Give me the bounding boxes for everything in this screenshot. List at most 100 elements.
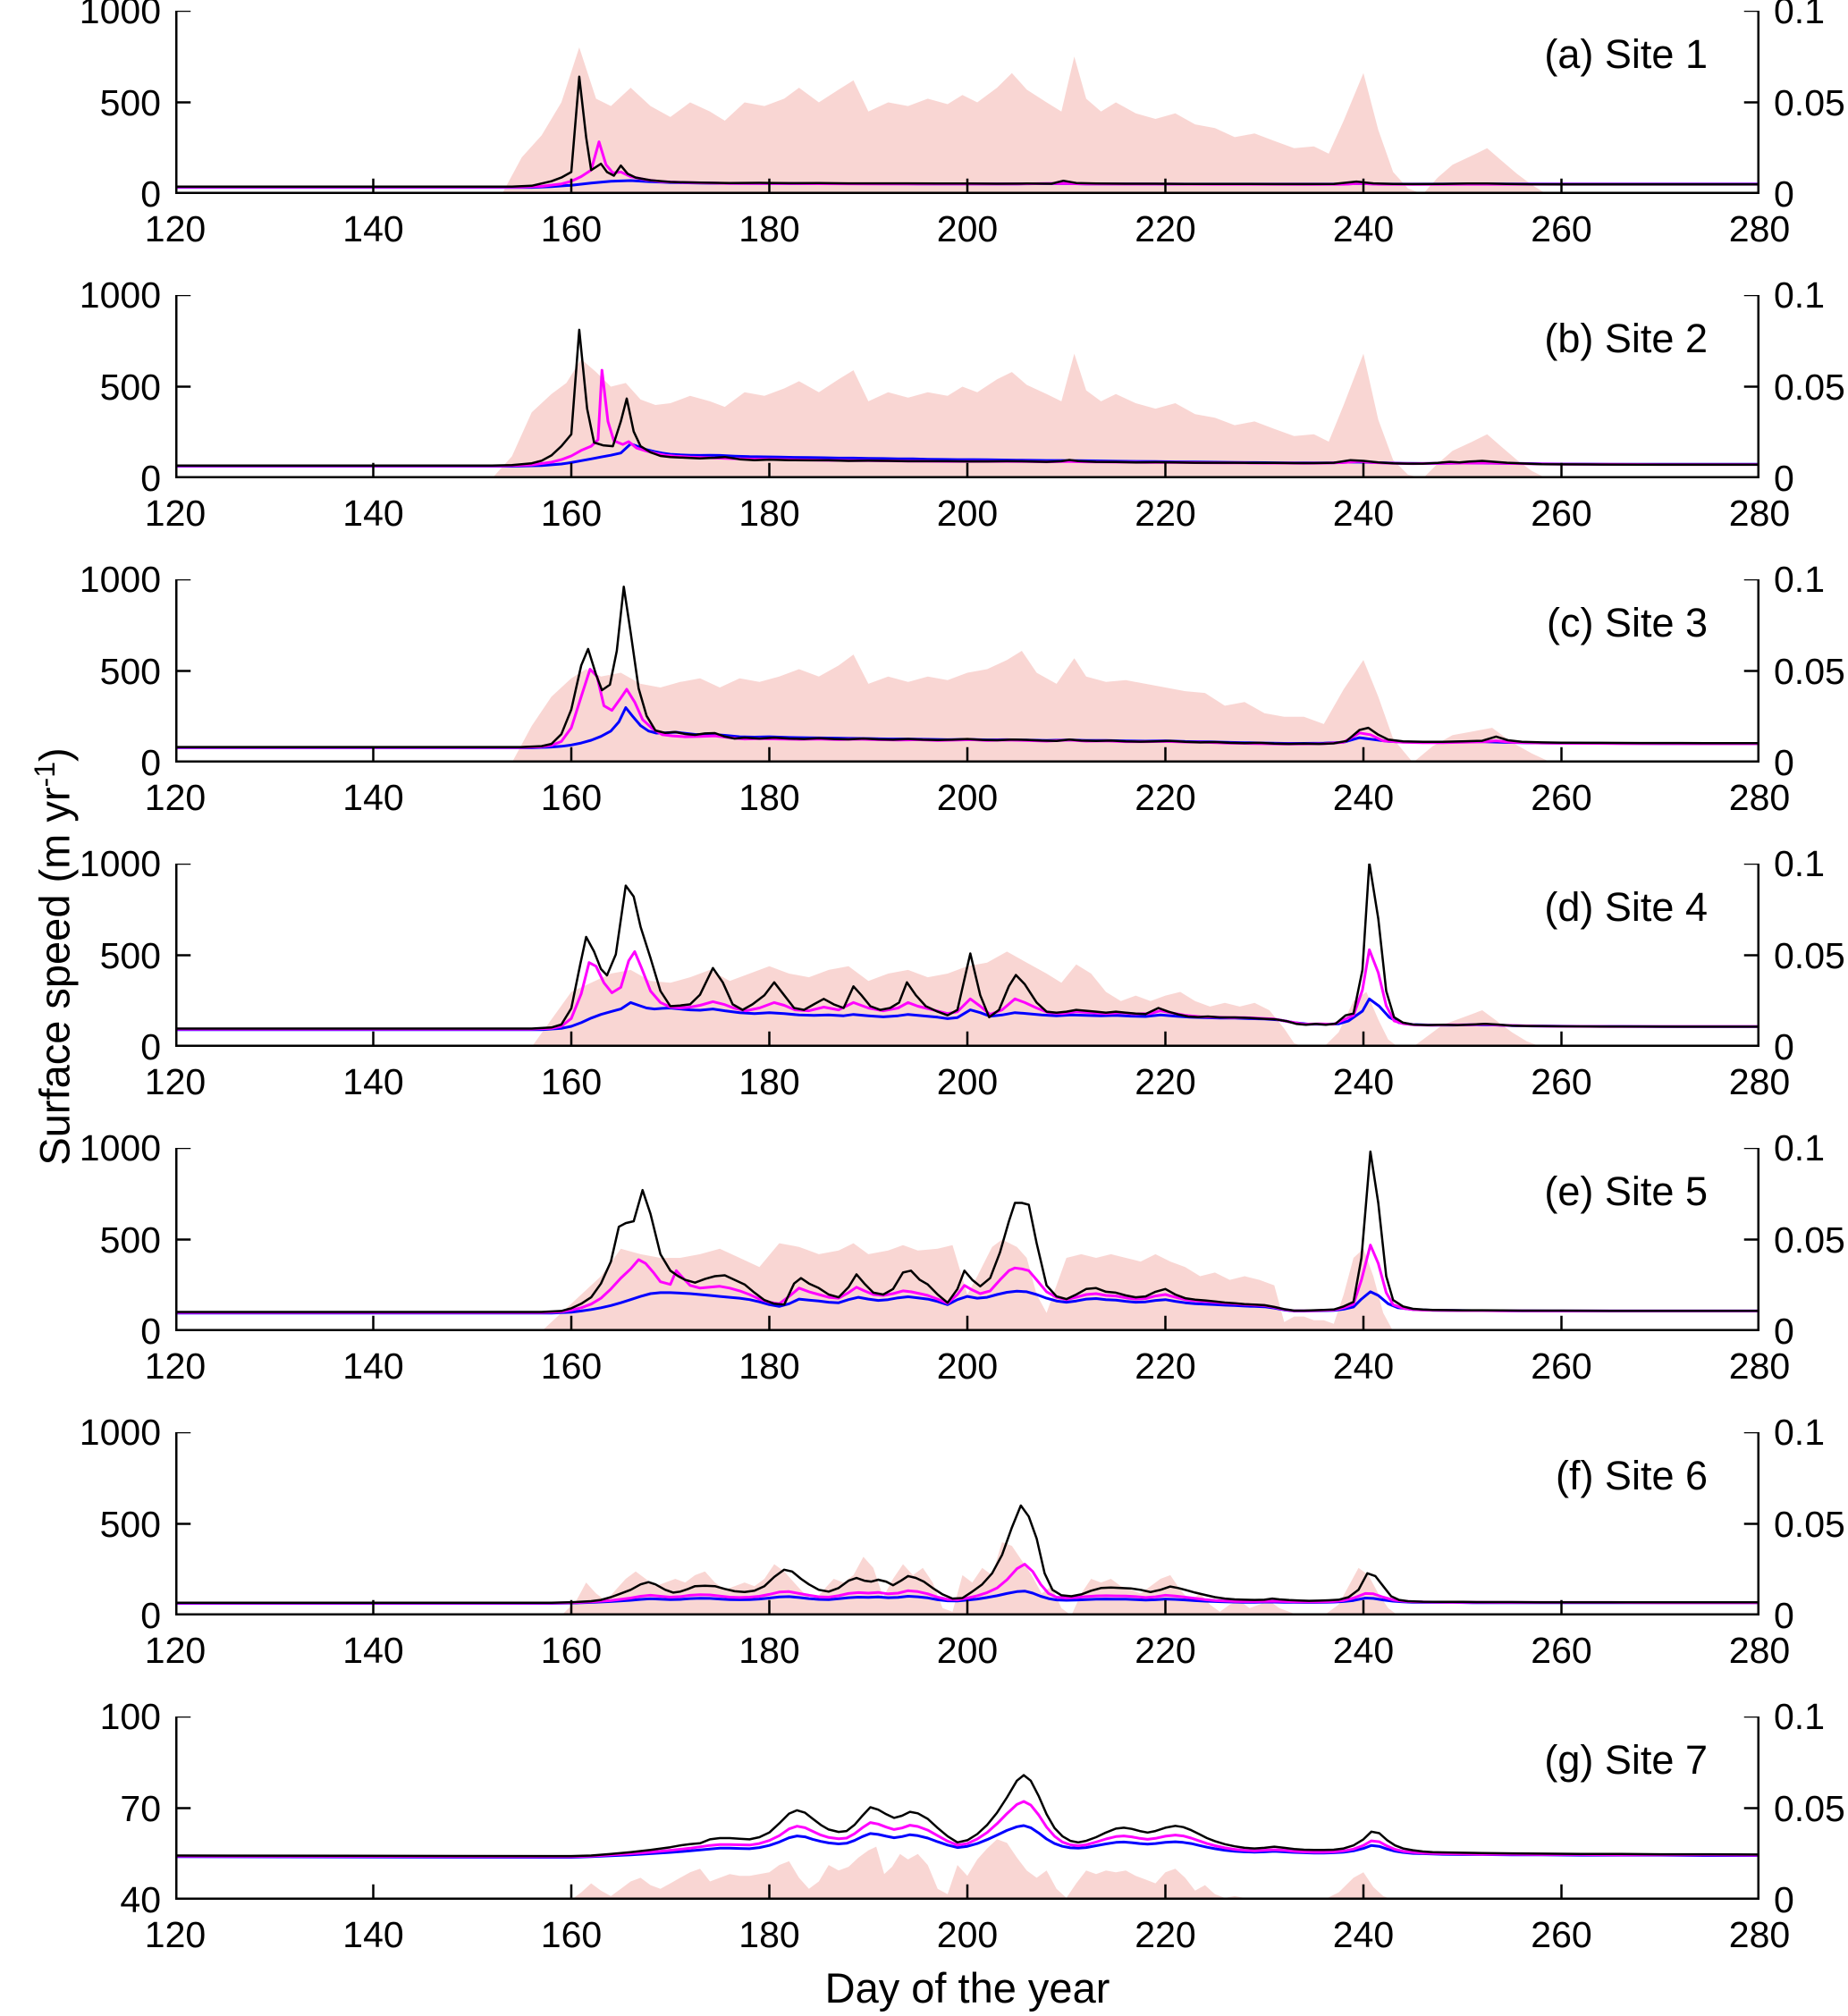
left-tick-label: 1000	[79, 1412, 161, 1453]
axes-g	[175, 1717, 1759, 1900]
left-tick-label: 1000	[79, 274, 161, 316]
right-tick-label: 0.05	[1774, 650, 1845, 692]
left-tick-label: 500	[99, 1503, 161, 1545]
panel-g-plot	[175, 1717, 1759, 1900]
left-tick-label: 500	[99, 81, 161, 123]
left-tick-label: 0	[140, 1026, 161, 1067]
blue-line-g	[175, 1824, 1759, 1859]
x-tick-label: 220	[1135, 777, 1196, 818]
x-tick-label: 160	[540, 1914, 603, 1955]
right-tick-label: 0	[1774, 458, 1794, 499]
x-tick-label: 280	[1728, 493, 1791, 534]
x-tick-label: 280	[1728, 1914, 1791, 1955]
x-tick-label: 260	[1531, 1061, 1592, 1102]
right-tick-label: 0.1	[1774, 1696, 1825, 1737]
x-tick-label: 240	[1332, 1061, 1395, 1102]
x-tick-label: 220	[1135, 1061, 1196, 1102]
panel-c: 0 500 1000 0 0.05 0.1 120 140 160 180 200 220 240 260…	[0, 559, 1848, 864]
magenta-line-d	[175, 948, 1759, 1031]
x-tick-label: 120	[144, 493, 207, 534]
right-tick-label: 0	[1774, 173, 1794, 215]
black-line-e	[175, 1150, 1759, 1313]
x-tick-label: 280	[1728, 1630, 1791, 1671]
panel-f: 0 500 1000 0 0.05 0.1 120 140 160 180 200 220 240 260…	[0, 1412, 1848, 1717]
axes-a	[175, 11, 1759, 194]
x-tick-label: 220	[1135, 208, 1196, 249]
right-tick-label: 0.1	[1774, 559, 1825, 600]
panel-c-plot	[175, 579, 1759, 763]
x-tick-label: 260	[1531, 208, 1592, 249]
x-tick-label: 240	[1332, 1345, 1395, 1387]
x-tick-label: 220	[1135, 1345, 1196, 1387]
panel-e: 0 500 1000 0 0.05 0.1 120 140 160 180 200 220 240 260…	[0, 1127, 1848, 1432]
x-tick-label: 120	[144, 1061, 207, 1102]
x-tick-label: 120	[144, 777, 207, 818]
left-tick-label: 100	[99, 1696, 161, 1737]
blue-line-e	[175, 1289, 1759, 1315]
x-tick-label: 260	[1531, 777, 1592, 818]
x-tick-label: 220	[1135, 1630, 1196, 1671]
black-line-f	[175, 1504, 1759, 1604]
left-tick-label: 0	[140, 1311, 161, 1352]
x-tick-label: 200	[936, 493, 999, 534]
left-tick-label: 70	[120, 1787, 161, 1829]
right-tick-label: 0	[1774, 1026, 1794, 1067]
x-tick-label: 260	[1531, 1914, 1592, 1955]
x-tick-label: 160	[540, 1061, 603, 1102]
x-tick-label: 140	[342, 493, 404, 534]
axes-f	[175, 1432, 1759, 1615]
blue-line-f	[175, 1590, 1759, 1605]
left-tick-label: 1000	[79, 1127, 161, 1168]
x-tick-label: 220	[1135, 493, 1196, 534]
panel-b: 0 500 1000 0 0.05 0.1 120 140 160 180 200 220 240 260…	[0, 274, 1848, 579]
x-tick-label: 140	[342, 208, 404, 249]
x-tick-label: 140	[342, 1914, 404, 1955]
x-tick-label: 200	[936, 1061, 999, 1102]
black-line-a	[175, 75, 1759, 189]
x-tick-label: 260	[1531, 1345, 1592, 1387]
panel-d: 0 500 1000 0 0.05 0.1 120 140 160 180 200 220 240 260…	[0, 843, 1848, 1148]
left-tick-label: 1000	[79, 559, 161, 600]
x-tick-label: 240	[1332, 1914, 1395, 1955]
magenta-line-e	[175, 1244, 1759, 1314]
panel-d-title: (d) Site 4	[1544, 884, 1708, 930]
panel-e-title: (e) Site 5	[1544, 1168, 1708, 1214]
black-line-g	[175, 1774, 1759, 1858]
x-tick-label: 260	[1531, 493, 1592, 534]
black-line-d	[175, 864, 1759, 1030]
x-tick-label: 120	[144, 1914, 207, 1955]
x-axis-label: Day of the year	[824, 1964, 1110, 2012]
right-tick-label: 0.1	[1774, 0, 1825, 31]
x-tick-label: 280	[1728, 777, 1791, 818]
right-tick-label: 0.1	[1774, 274, 1825, 316]
x-tick-label: 280	[1728, 208, 1791, 249]
panel-b-plot	[175, 295, 1759, 478]
x-tick-label: 220	[1135, 1914, 1196, 1955]
x-tick-label: 180	[738, 1345, 800, 1387]
x-tick-label: 240	[1332, 1630, 1395, 1671]
axes-c	[175, 579, 1759, 763]
right-tick-label: 0.05	[1774, 366, 1845, 408]
x-tick-label: 200	[936, 777, 999, 818]
axes-e	[175, 1148, 1759, 1331]
x-tick-label: 180	[738, 777, 800, 818]
x-tick-label: 140	[342, 777, 404, 818]
right-tick-label: 0	[1774, 1595, 1794, 1636]
magenta-line-g	[175, 1800, 1759, 1859]
right-tick-label: 0.1	[1774, 1127, 1825, 1168]
right-tick-label: 0	[1774, 1311, 1794, 1352]
x-tick-label: 240	[1332, 208, 1395, 249]
left-tick-label: 40	[120, 1879, 161, 1920]
right-tick-label: 0.1	[1774, 843, 1825, 884]
x-tick-label: 260	[1531, 1630, 1592, 1671]
melt-area-a	[175, 47, 1759, 194]
x-tick-label: 200	[936, 1345, 999, 1387]
x-tick-label: 180	[738, 1630, 800, 1671]
x-tick-label: 240	[1332, 777, 1395, 818]
x-tick-label: 160	[540, 493, 603, 534]
x-tick-label: 180	[738, 1914, 800, 1955]
axes-d	[175, 864, 1759, 1047]
melt-area-d	[175, 951, 1759, 1047]
panel-a: 0 500 1000 0 0.05 0.1 120 140 160 180 200 220 240 260…	[0, 0, 1848, 295]
x-tick-label: 200	[936, 1630, 999, 1671]
